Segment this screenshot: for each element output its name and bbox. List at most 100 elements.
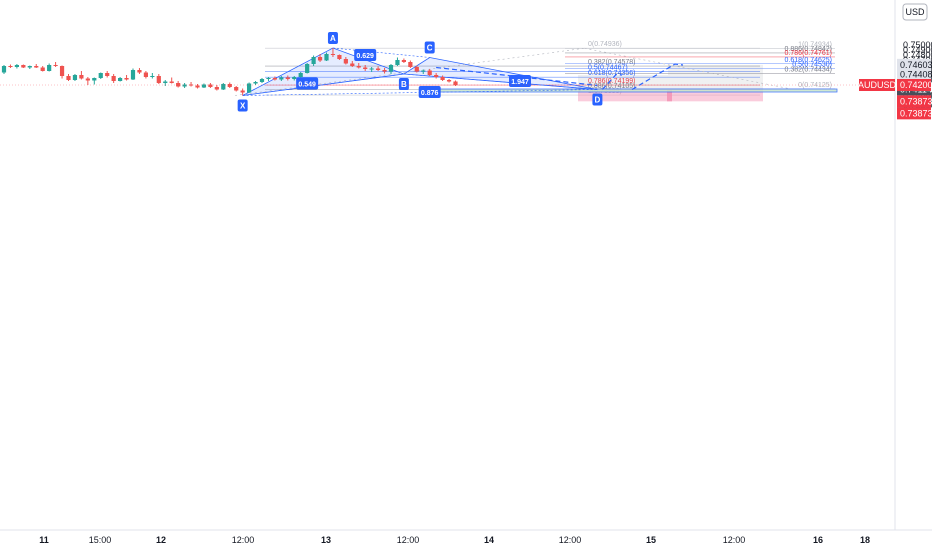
pattern-point-d: D [595, 96, 601, 105]
ratio-bg [418, 86, 441, 98]
candle-body [169, 81, 174, 83]
x-tick-label: 11 [39, 535, 49, 545]
candle-body [137, 70, 142, 73]
candle-body [240, 90, 245, 93]
candle-body [453, 81, 458, 85]
pattern-point-c: C [427, 44, 433, 53]
x-tick-label: 15:00 [89, 535, 112, 545]
candle-body [66, 76, 71, 80]
fib-right-label: 1(0.74934) [798, 41, 832, 48]
price-tag-bg [897, 68, 931, 81]
price-tag: 0.73873 [900, 108, 932, 118]
candle-body [446, 80, 452, 82]
projection-target-1 [601, 73, 623, 90]
x-tick-label: 15 [646, 535, 656, 545]
currency-badge[interactable]: USD [902, 3, 928, 21]
price-tag-bg [897, 107, 931, 120]
candle-body [305, 64, 310, 73]
candle-body [247, 83, 252, 93]
candle-body [298, 73, 303, 77]
candle-body [440, 77, 445, 80]
x-tick-label: 12:00 [397, 535, 420, 545]
ratio-label: 0.629 [356, 53, 374, 60]
candle-body [124, 78, 129, 80]
last-price-tag: 0.74200 [900, 80, 932, 90]
x-tick-label: 12 [156, 535, 166, 545]
candle-body [221, 84, 226, 90]
candle-body [350, 63, 355, 66]
x-tick-label: 12:00 [232, 535, 255, 545]
symbol-tag-bg [859, 79, 895, 91]
price-tag-bg [897, 95, 931, 108]
prz-zone [419, 88, 838, 93]
fib-right-label: 0.786(0.74761) [785, 50, 832, 57]
candle-body [376, 68, 381, 70]
candle-body [79, 75, 84, 79]
candle-body [363, 67, 368, 69]
candle-body [118, 78, 123, 81]
candle-body [40, 67, 45, 71]
price-tag: 0.73873 [900, 96, 932, 106]
candle-body [421, 70, 426, 72]
ratio-bg [354, 49, 377, 61]
fib-right-label: 0.886(0.74842) [785, 46, 832, 53]
projection-target-2 [631, 63, 684, 91]
candle-body [111, 76, 116, 81]
fib-left-label: 0.618(0.74356) [588, 70, 635, 77]
candle-body [208, 84, 213, 87]
last-price-tag-bg [897, 79, 931, 91]
candle-body [408, 62, 413, 67]
candle-body [59, 66, 65, 76]
candle-body [227, 84, 232, 87]
candle-body [337, 55, 342, 59]
candle-body [434, 75, 439, 77]
fib-left-label: 0.382(0.74578) [588, 59, 635, 66]
candle-body [201, 84, 207, 88]
pattern-point-bg [237, 99, 248, 112]
x-axis: 11 15:00 12 12:00 13 12:00 14 12:00 15 12:00 16 18 [39, 535, 870, 545]
candle-body [130, 70, 136, 80]
fib-left-label: 0.5(0.74467) [588, 65, 628, 72]
candle-body [34, 66, 39, 68]
fib-right-label: 0.5(0.74530) [792, 62, 832, 69]
candle-body [92, 78, 97, 81]
pattern-point-bg [398, 78, 409, 90]
candle-body [259, 79, 265, 82]
candle-body [195, 85, 200, 88]
candle-body [279, 77, 284, 80]
candle-body [356, 66, 361, 68]
pattern-point-bg [592, 93, 603, 106]
pattern-point-a: A [330, 34, 336, 43]
candle-body [176, 83, 181, 87]
symbol-tag: AUDUSD [858, 80, 897, 90]
candle-body [182, 84, 187, 87]
candle-body [285, 77, 290, 79]
currency-label: USD [905, 7, 925, 17]
candle-body [150, 76, 155, 77]
fib-trend-line [234, 47, 585, 96]
price-tag-bg [897, 58, 931, 71]
pattern-point-x: X [240, 102, 246, 111]
pattern-point-b: B [401, 80, 407, 89]
pattern-labels: X A B C D 0.629 0.549 1.947 0.876 [237, 32, 603, 112]
candle-body [163, 81, 168, 83]
x-tick-label: 12:00 [723, 535, 746, 545]
candle-body [382, 70, 387, 72]
ratio-bg [296, 77, 319, 90]
candle-body [98, 73, 103, 78]
target-zone-2 [668, 64, 763, 90]
candle-body [234, 87, 239, 91]
fib-right-label: 0(0.74125) [798, 82, 832, 89]
fib-right-label: 0.618(0.74625) [785, 57, 832, 64]
candle-body [330, 54, 336, 55]
x-tick-label: 12:00 [559, 535, 582, 545]
stop-zone-marker [667, 89, 672, 102]
price-tags: 0.746030.744080.741140.741140.738730.738… [0, 58, 932, 120]
candle-body [395, 60, 400, 65]
candle-body [21, 65, 26, 68]
x-tick-label: 13 [321, 535, 331, 545]
